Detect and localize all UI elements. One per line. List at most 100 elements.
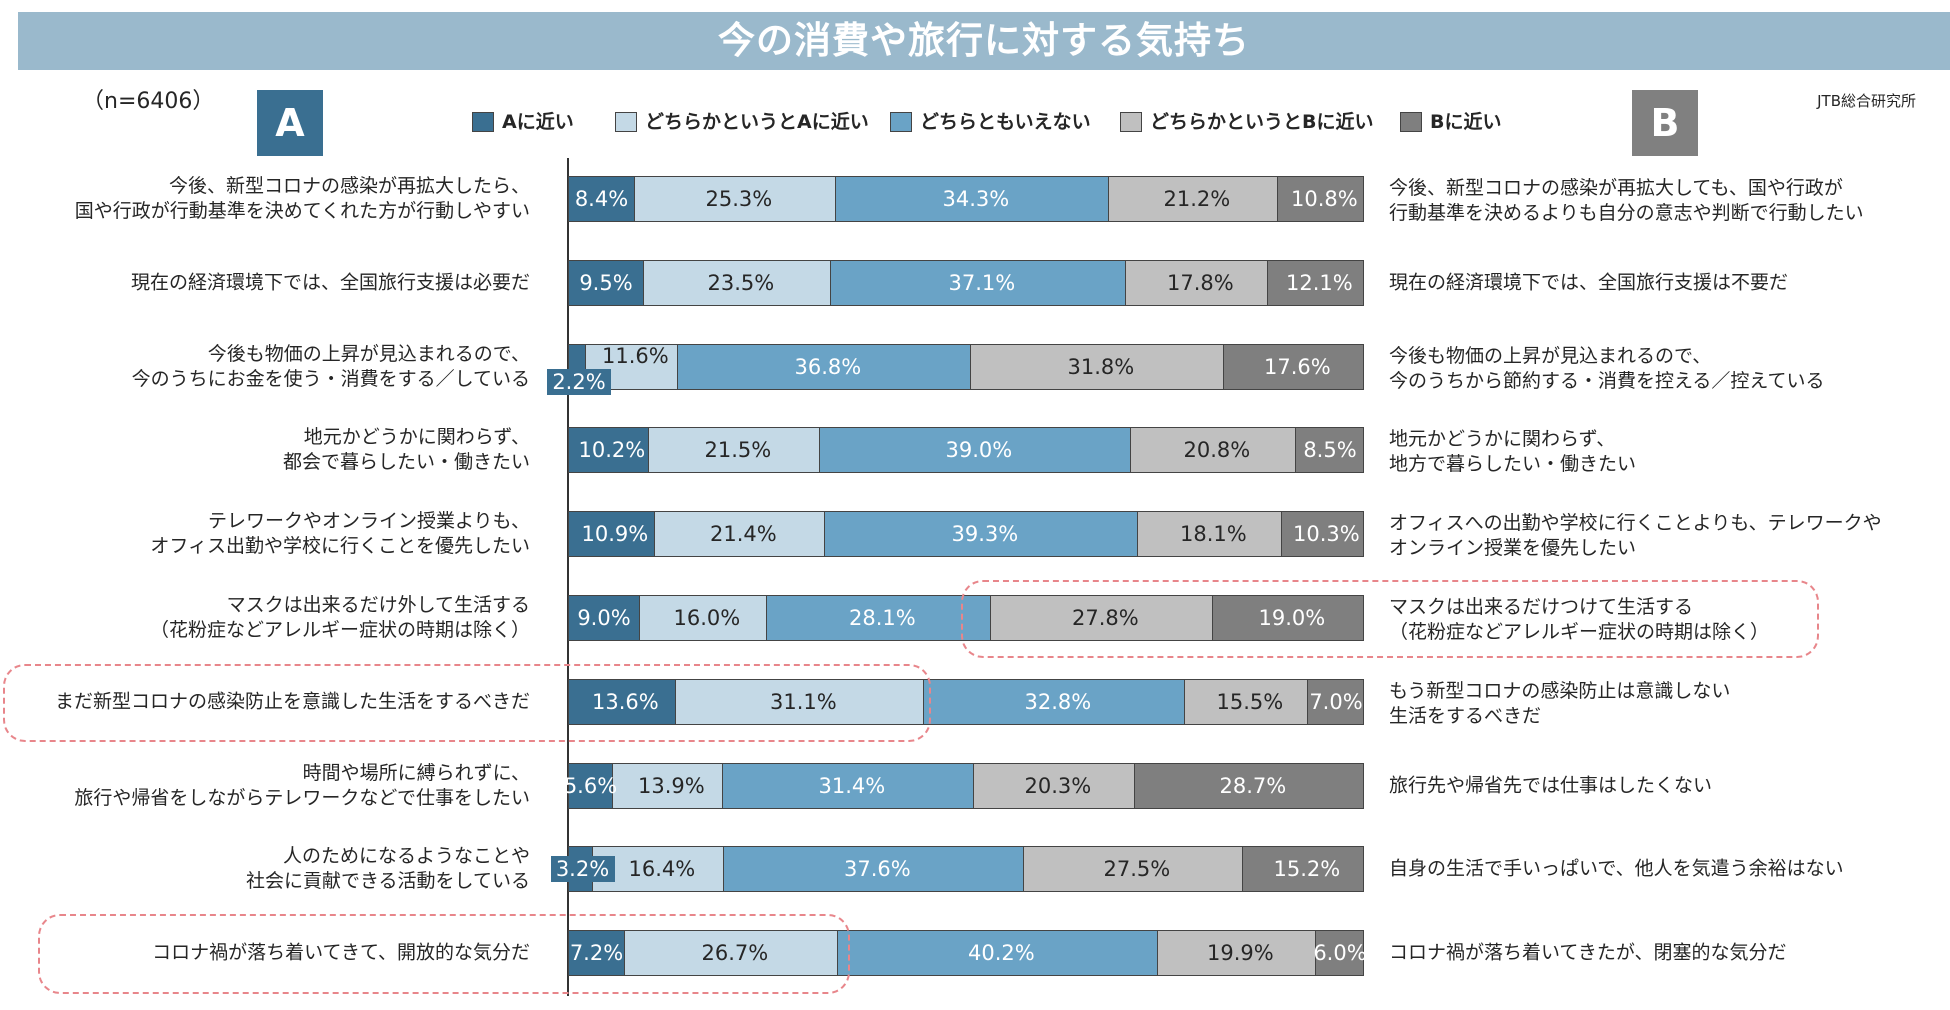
bar-segment <box>724 846 1024 893</box>
bar-row <box>568 678 1364 725</box>
data-label: 31.8% <box>1067 354 1135 379</box>
bar-segment <box>1278 176 1364 222</box>
bar-segment <box>1296 427 1364 474</box>
bar-segment <box>1158 930 1316 977</box>
data-label: 36.8% <box>794 354 862 379</box>
bar-row <box>568 595 1364 641</box>
legend-label: Aに近い <box>502 111 574 133</box>
bar-segment <box>1109 176 1278 222</box>
data-label: 12.1% <box>1286 270 1353 295</box>
bar-segment <box>678 343 971 390</box>
bar-segment <box>1268 259 1364 306</box>
bar-segment <box>974 762 1135 809</box>
data-label: 13.6% <box>592 689 659 714</box>
legend-label: どちらともいえない <box>920 111 1091 133</box>
data-label: 21.4% <box>710 522 777 547</box>
bar-segment <box>831 259 1126 306</box>
statement-a: テレワークやオンライン授業よりも、 オフィス出勤や学校に行くことを優先したい <box>150 510 530 558</box>
bar-segment <box>640 595 767 641</box>
legend-label: どちらかというとAに近い <box>645 111 869 133</box>
data-label: 27.5% <box>1103 857 1171 882</box>
statement-b: マスクは出来るだけつけて生活する （花粉症などアレルギー症状の時期は除く） <box>1389 596 1770 643</box>
highlight-frame <box>38 914 850 994</box>
bar-segment <box>838 930 1158 977</box>
bar-segment <box>676 678 924 725</box>
bar-segment <box>644 259 831 306</box>
statement-b: 現在の経済環境下では、全国旅行支援は不要だ <box>1389 271 1789 294</box>
bar-segment <box>825 511 1138 558</box>
bar-segment <box>568 511 655 558</box>
legend-swatch <box>1400 112 1422 132</box>
bar-segment <box>1185 678 1308 725</box>
bar-segment <box>1024 846 1243 893</box>
data-label: 15.2% <box>1273 857 1341 882</box>
option-b-badge: B <box>1632 90 1698 156</box>
bar-segment <box>1316 930 1364 977</box>
statement-a: 現在の経済環境下では、全国旅行支援は必要だ <box>130 271 530 294</box>
data-label: 39.0% <box>945 438 1013 463</box>
data-label: 8.4% <box>574 187 629 211</box>
bar-segment <box>568 176 635 222</box>
statement-b: 今後、新型コロナの感染が再拡大しても、国や行政が 行動基準を決めるよりも自分の意志… <box>1389 177 1864 224</box>
bar-segment <box>1126 259 1268 306</box>
sample-size-label: （n=6406） <box>82 89 215 114</box>
statement-a: 時間や場所に縛られずに、 旅行や帰省をしながらテレワークなどで仕事をしたい <box>74 761 530 809</box>
legend-swatch <box>472 112 494 132</box>
bar-segment <box>767 595 991 641</box>
data-label: 27.8% <box>1072 606 1139 630</box>
bar-segment <box>568 930 625 977</box>
statement-b: コロナ禍が落ち着いてきたが、閉塞的な気分だ <box>1389 941 1787 964</box>
statement-b: 旅行先や帰省先では仕事はしたくない <box>1389 774 1713 797</box>
axis-line <box>567 158 569 996</box>
data-label: 31.1% <box>770 689 837 714</box>
bar-segment <box>568 595 640 641</box>
bar-segment <box>568 678 676 725</box>
bar-segment <box>924 678 1185 725</box>
legend-swatch <box>615 112 637 132</box>
data-label: 37.1% <box>948 270 1016 295</box>
highlight-frame <box>3 664 931 742</box>
data-label: 10.8% <box>1291 187 1358 211</box>
bar-row <box>568 176 1364 222</box>
highlight-frame <box>961 580 1819 658</box>
data-label: 37.6% <box>844 857 911 882</box>
bar-segment <box>1243 846 1364 893</box>
bar-segment <box>613 762 723 809</box>
data-label: 17.6% <box>1264 354 1331 379</box>
statement-b: もう新型コロナの感染防止は意識しない 生活をするべきだ <box>1389 679 1731 727</box>
data-label: 32.8% <box>1024 689 1092 714</box>
legend-swatch <box>1120 112 1142 132</box>
statement-b: オフィスへの出勤や学校に行くことよりも、テレワークや オンライン授業を優先したい <box>1389 512 1882 560</box>
data-label: 21.2% <box>1163 187 1231 211</box>
bar-segment <box>649 427 820 474</box>
bar-segment <box>971 343 1224 390</box>
data-label: 23.5% <box>707 270 775 295</box>
data-label: 8.5% <box>1303 438 1357 463</box>
bar-segment <box>568 427 649 474</box>
data-label: 11.6% <box>602 343 669 368</box>
bar-segment <box>625 930 838 977</box>
chart-title: 今の消費や旅行に対する気持ち <box>18 12 1950 70</box>
data-label: 2.2% <box>547 368 611 395</box>
statement-a: 今後も物価の上昇が見込まれるので、 今のうちにお金を使う・消費をする／している <box>131 342 530 390</box>
data-label: 16.0% <box>673 606 741 630</box>
bar-segment <box>1213 595 1364 641</box>
bar-segment <box>635 176 836 222</box>
statement-a: まだ新型コロナの感染防止を意識した生活をするべきだ <box>54 690 530 713</box>
legend-label: Bに近い <box>1430 111 1502 133</box>
bar-segment <box>1308 678 1364 725</box>
data-label: 28.7% <box>1219 773 1287 798</box>
data-label: 5.6% <box>563 773 618 798</box>
statement-a: マスクは出来るだけ外して生活する （花粉症などアレルギー症状の時期は除く） <box>149 594 530 641</box>
bar-row <box>568 511 1364 558</box>
bar-segment <box>1131 427 1296 474</box>
data-label: 10.2% <box>578 438 646 463</box>
data-label: 18.1% <box>1180 522 1247 547</box>
data-label: 28.1% <box>849 606 916 630</box>
legend-swatch <box>890 112 912 132</box>
data-label: 26.7% <box>701 941 769 966</box>
bar-segment <box>1138 511 1282 558</box>
data-label: 6.0% <box>1313 941 1367 966</box>
data-label: 20.3% <box>1024 773 1092 798</box>
statement-b: 今後も物価の上昇が見込まれるので、 今のうちから節約する・消費を控える／控えている <box>1389 344 1825 392</box>
